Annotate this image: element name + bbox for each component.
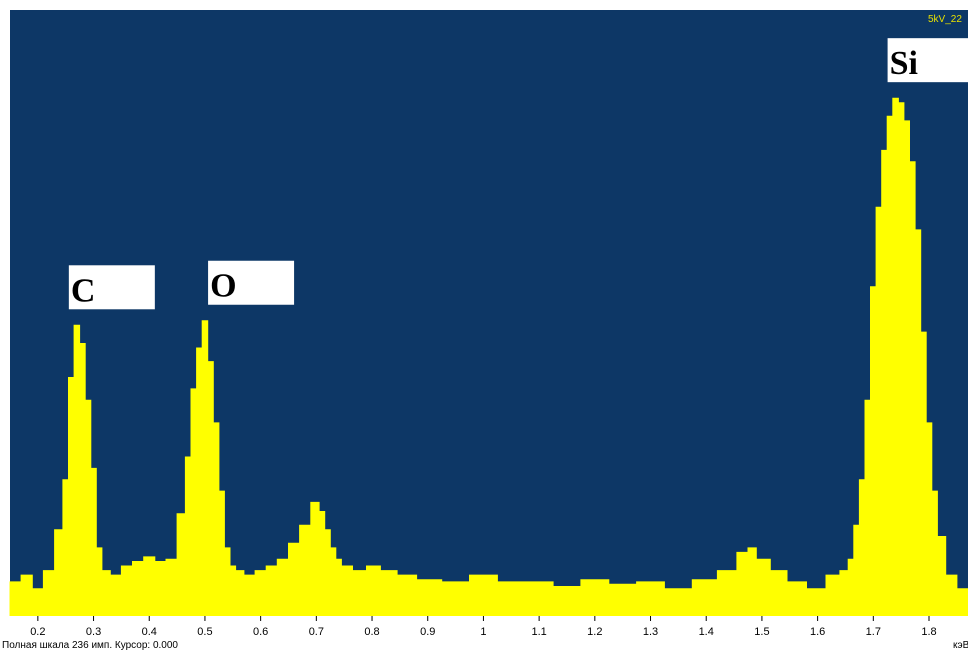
peak-label-c: C xyxy=(68,265,155,310)
x-tick-label: 1.3 xyxy=(643,626,658,638)
x-axis-ticks: 0.2 0.3 0.4 0.5 0.6 0.7 0.8 0.9 1 1.1 1.2 1.3 1.4 1.5… xyxy=(30,616,937,638)
x-tick-label: 0.4 xyxy=(142,626,157,638)
x-tick-label: 1.8 xyxy=(921,626,936,638)
x-tick-label: 1.7 xyxy=(866,626,881,638)
corner-label: 5kV_22 xyxy=(928,14,962,25)
peak-label-box xyxy=(208,260,295,305)
peak-label-text: C xyxy=(71,272,96,309)
unit-label: кэВ xyxy=(953,640,968,651)
peak-label-text: O xyxy=(210,268,236,305)
x-tick-label: 0.9 xyxy=(420,626,435,638)
peak-label-box xyxy=(887,38,968,83)
peak-label-si: Si xyxy=(887,38,968,83)
x-tick-label: 1.1 xyxy=(531,626,546,638)
status-text: Полная шкала 236 имп. Курсор: 0.000 xyxy=(2,640,178,651)
axis-strip xyxy=(0,616,968,640)
x-tick-label: 0.5 xyxy=(197,626,212,638)
peak-label-box xyxy=(68,265,155,310)
peak-labels: C O Si xyxy=(68,38,968,310)
peak-label-text: Si xyxy=(890,45,918,82)
x-tick-label: 1.4 xyxy=(699,626,714,638)
peak-label-o: O xyxy=(208,260,295,305)
x-tick-label: 1.5 xyxy=(754,626,769,638)
x-tick-label: 0.2 xyxy=(30,626,45,638)
spectrum-series xyxy=(9,97,968,617)
x-tick-label: 1.2 xyxy=(587,626,602,638)
plot-background xyxy=(10,10,968,616)
x-tick-label: 0.7 xyxy=(309,626,324,638)
x-tick-label: 1.6 xyxy=(810,626,825,638)
x-tick-label: 0.3 xyxy=(86,626,101,638)
x-tick-label: 1 xyxy=(480,626,486,638)
x-tick-label: 0.6 xyxy=(253,626,268,638)
x-tick-label: 0.8 xyxy=(364,626,379,638)
